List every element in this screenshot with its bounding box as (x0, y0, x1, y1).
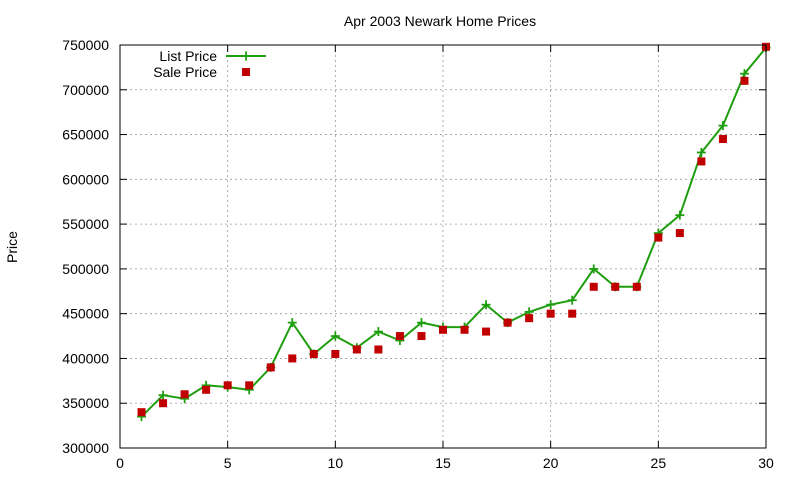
legend-item-sale-price: Sale Price (153, 64, 250, 80)
sale-price-point (632, 282, 641, 291)
y-tick-label: 750000 (62, 37, 109, 53)
sale-price-point (740, 76, 749, 85)
list-price-point (589, 264, 599, 274)
sale-price-point (374, 345, 383, 354)
sale-price-point (503, 318, 512, 327)
sale-price-point (309, 349, 318, 358)
list-price-point (546, 300, 556, 310)
list-price-series (137, 43, 771, 422)
sale-price-point (589, 282, 598, 291)
plot-frame (119, 44, 767, 449)
sale-price-point (546, 309, 555, 318)
legend-marker (242, 68, 250, 76)
legend-label: Sale Price (153, 64, 217, 80)
sale-price-point (352, 345, 361, 354)
sale-price-point (245, 381, 254, 390)
sale-price-point (611, 282, 620, 291)
tick-layer: 0 5 10 15 20 25 30 300000 350000 400000 450000 5000… (62, 37, 774, 471)
list-price-point (481, 300, 491, 310)
x-tick-label: 5 (224, 455, 232, 471)
sale-price-point (417, 332, 426, 341)
sale-price-point (288, 354, 297, 363)
list-price-point (373, 327, 383, 337)
x-tick-label: 0 (116, 455, 124, 471)
list-price-point (287, 318, 297, 328)
x-tick-label: 10 (328, 455, 344, 471)
y-tick-label: 350000 (62, 395, 109, 411)
sale-price-point (331, 349, 340, 358)
list-price-point (675, 210, 685, 220)
y-axis-label: Price (4, 231, 20, 263)
x-tick-label: 25 (651, 455, 667, 471)
y-tick-label: 450000 (62, 306, 109, 322)
sale-price-point (137, 408, 146, 417)
sale-price-point (718, 135, 727, 144)
list-price-point (567, 295, 577, 305)
list-price-point (739, 69, 749, 79)
sale-price-point (460, 325, 469, 334)
x-tick-label: 30 (758, 455, 774, 471)
list-price-point (158, 390, 168, 400)
x-tick-label: 20 (543, 455, 559, 471)
sale-price-point (180, 390, 189, 399)
sale-price-point (223, 381, 232, 390)
legend-item-list-price: List Price (159, 48, 266, 64)
sale-price-point (675, 229, 684, 238)
legend-label: List Price (159, 48, 217, 64)
chart-title: Apr 2003 Newark Home Prices (344, 13, 536, 29)
sale-price-point (395, 332, 404, 341)
series-layer (137, 42, 771, 422)
y-tick-label: 500000 (62, 261, 109, 277)
y-tick-label: 700000 (62, 82, 109, 98)
legend-marker (241, 51, 251, 61)
sale-price-point (266, 363, 275, 372)
grid-layer (120, 45, 766, 448)
sale-price-series (137, 42, 770, 417)
y-tick-label: 650000 (62, 127, 109, 143)
list-price-point (330, 331, 340, 341)
sale-price-point (568, 309, 577, 318)
list-price-point (718, 121, 728, 131)
y-tick-label: 400000 (62, 350, 109, 366)
sale-price-point (159, 399, 168, 408)
y-tick-label: 550000 (62, 216, 109, 232)
list-price-line (140, 47, 767, 418)
y-tick-label: 600000 (62, 171, 109, 187)
y-tick-label: 300000 (62, 440, 109, 456)
sale-price-point (525, 314, 534, 323)
list-price-point (416, 318, 426, 328)
sale-price-point (654, 233, 663, 242)
sale-price-point (202, 385, 211, 394)
sale-price-point (482, 327, 491, 336)
x-tick-label: 15 (435, 455, 451, 471)
list-price-point (696, 147, 706, 157)
sale-price-point (697, 157, 706, 166)
sale-price-point (439, 325, 447, 334)
